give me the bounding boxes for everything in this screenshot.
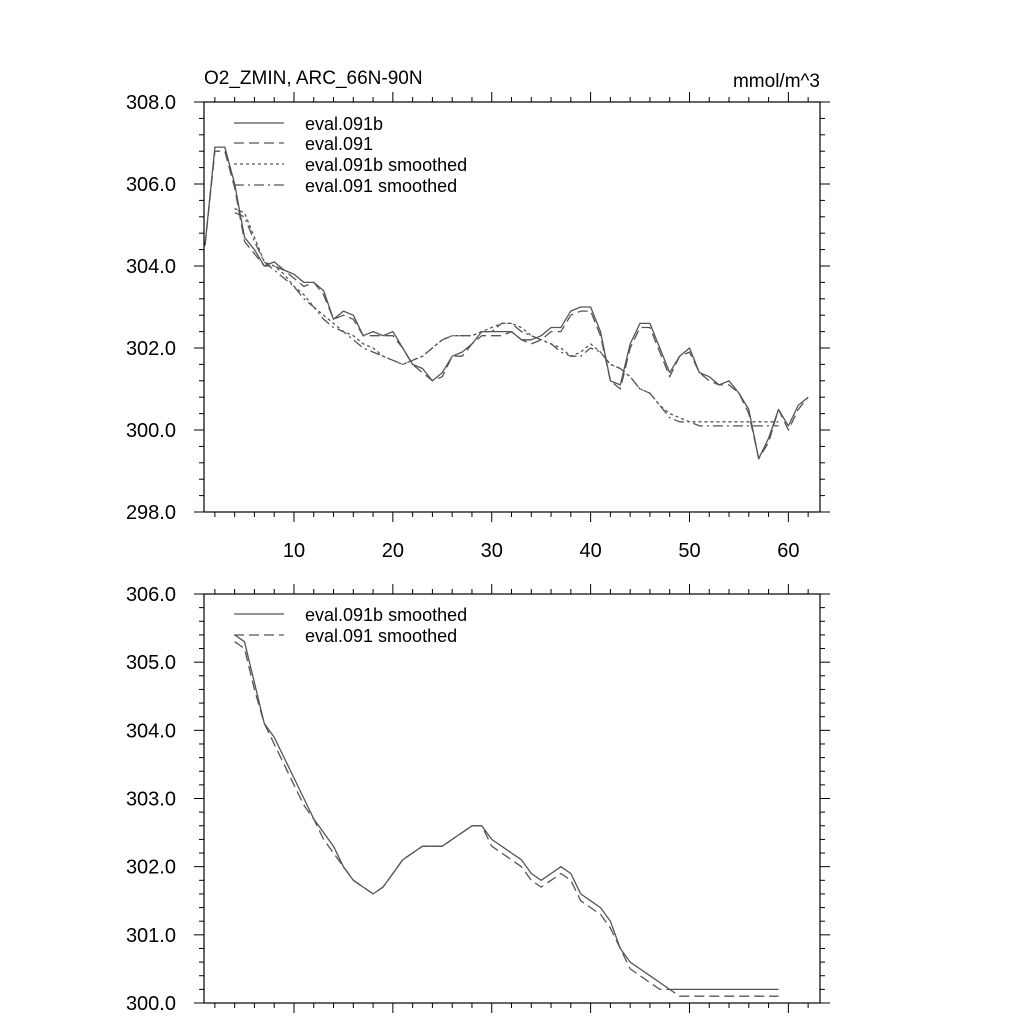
x-tick-label: 30 (481, 540, 503, 562)
legend-label-eval-091b-smoothed: eval.091b smoothed (305, 605, 467, 625)
y-tick-label: 308.0 (126, 92, 176, 114)
x-tick-label: 50 (678, 540, 700, 562)
y-tick-label: 304.0 (126, 256, 176, 278)
top-panel-legend: eval.091b eval.091 eval.091b smoothed ev… (234, 114, 467, 196)
y-tick-label: 303.0 (126, 789, 176, 811)
series-line-eval-091b-smoothed (234, 208, 779, 423)
top-panel-frame (203, 101, 821, 513)
top-panel: O2_ZMIN, ARC_66N-90N mmol/m^3 10 20 30 40 50… (126, 68, 830, 562)
top-panel-title: O2_ZMIN, ARC_66N-90N (204, 68, 423, 89)
top-panel-units: mmol/m^3 (733, 71, 820, 92)
legend-label-eval-091b-smoothed: eval.091b smoothed (305, 155, 467, 175)
x-tick-label: 10 (283, 540, 305, 562)
legend-label-eval-091-smoothed: eval.091 smoothed (305, 626, 457, 646)
y-tick-label: 306.0 (126, 174, 176, 196)
bottom-panel: 300.0 301.0 302.0 303.0 304.0 305.0 306.0 eval… (126, 584, 830, 1015)
series-line-eval-091-smoothed (234, 641, 779, 997)
series-line-eval-091b-smoothed (234, 634, 779, 991)
y-tick-label: 306.0 (126, 584, 176, 606)
legend-label-eval-091-smoothed: eval.091 smoothed (305, 176, 457, 196)
x-tick-label: 40 (579, 540, 601, 562)
top-panel-ticks: 10 20 30 40 50 60 298.0 300.0 302.0 304.0 306.0 308… (126, 92, 830, 562)
x-tick-label: 20 (382, 540, 404, 562)
series-line-eval-091b (204, 146, 809, 460)
y-tick-label: 305.0 (126, 652, 176, 674)
bottom-panel-legend: eval.091b smoothed eval.091 smoothed (234, 605, 467, 646)
y-tick-label: 300.0 (126, 993, 176, 1015)
y-tick-label: 301.0 (126, 925, 176, 947)
y-tick-label: 302.0 (126, 857, 176, 879)
y-tick-label: 302.0 (126, 338, 176, 360)
series-line-eval-091-smoothed (234, 212, 779, 427)
y-tick-label: 304.0 (126, 720, 176, 742)
bottom-panel-series (234, 634, 779, 997)
top-panel-series (204, 146, 809, 460)
series-line-eval-091 (204, 150, 809, 460)
y-tick-label: 300.0 (126, 420, 176, 442)
x-tick-label: 60 (777, 540, 799, 562)
bottom-panel-frame (203, 593, 821, 1004)
legend-label-eval-091b: eval.091b (305, 114, 383, 134)
legend-label-eval-091: eval.091 (305, 134, 373, 154)
y-tick-label: 298.0 (126, 502, 176, 524)
bottom-panel-ticks: 300.0 301.0 302.0 303.0 304.0 305.0 306.0 (126, 584, 830, 1015)
